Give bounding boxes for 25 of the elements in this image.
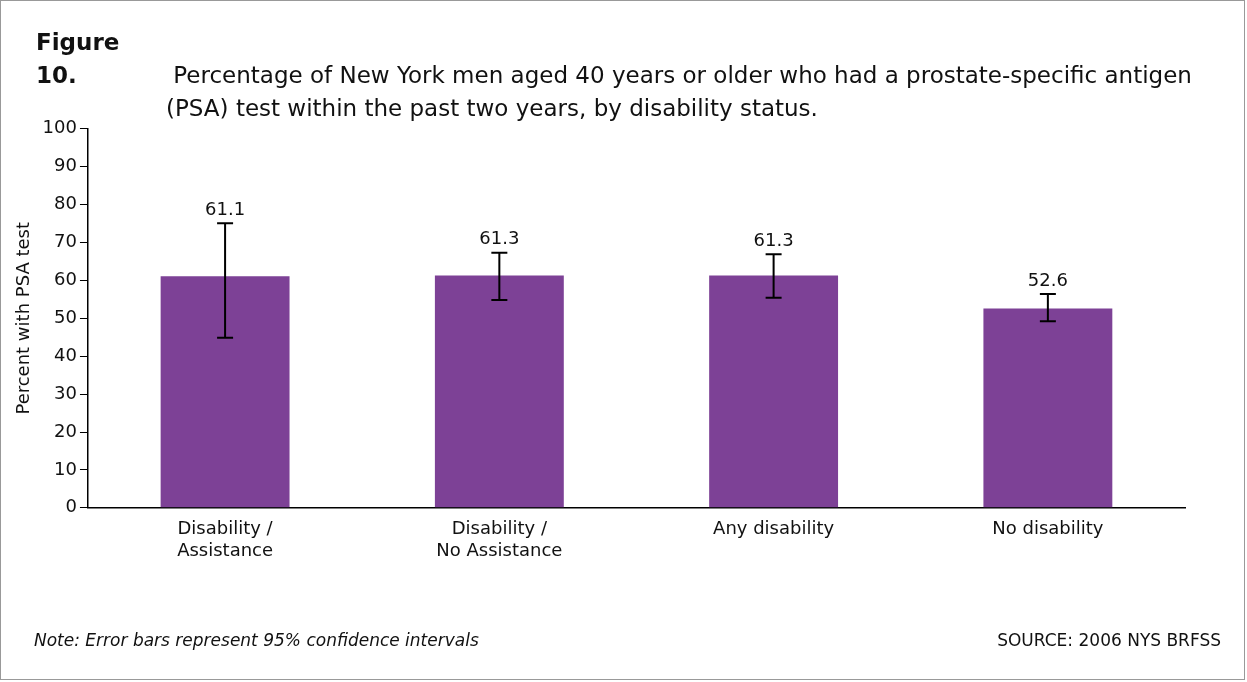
y-tick-label: 70 — [54, 230, 77, 252]
x-tick-label: No disability — [992, 517, 1104, 539]
bar — [709, 275, 839, 508]
x-tick-label: Disability / Assistance — [177, 517, 274, 560]
y-axis-title: Percent with PSA test — [12, 222, 34, 415]
y-tick-label: 60 — [54, 268, 77, 290]
x-tick-label: Disability / No Assistance — [436, 517, 563, 560]
bar — [983, 308, 1113, 508]
data-label: 61.3 — [753, 228, 794, 250]
y-tick-label: 80 — [54, 192, 77, 214]
y-tick-label: 90 — [54, 154, 77, 176]
y-tick-label: 20 — [54, 419, 77, 441]
y-tick-label: 40 — [54, 343, 77, 365]
bar — [434, 275, 564, 508]
y-tick-label: 10 — [54, 457, 77, 479]
data-label: 61.1 — [205, 197, 246, 219]
y-tick-label: 50 — [54, 305, 77, 327]
data-label: 61.3 — [479, 227, 520, 249]
data-label: 52.6 — [1027, 268, 1068, 290]
y-tick-label: 30 — [54, 381, 77, 403]
text: Note: Error bars represent 95% confidence intervals — [34, 630, 479, 650]
x-tick-label: Any disability — [713, 517, 835, 539]
bar — [160, 276, 290, 508]
source-note: SOURCE: 2006 NYS BRFSS — [997, 630, 1221, 650]
y-tick-label: 0 — [65, 495, 77, 517]
